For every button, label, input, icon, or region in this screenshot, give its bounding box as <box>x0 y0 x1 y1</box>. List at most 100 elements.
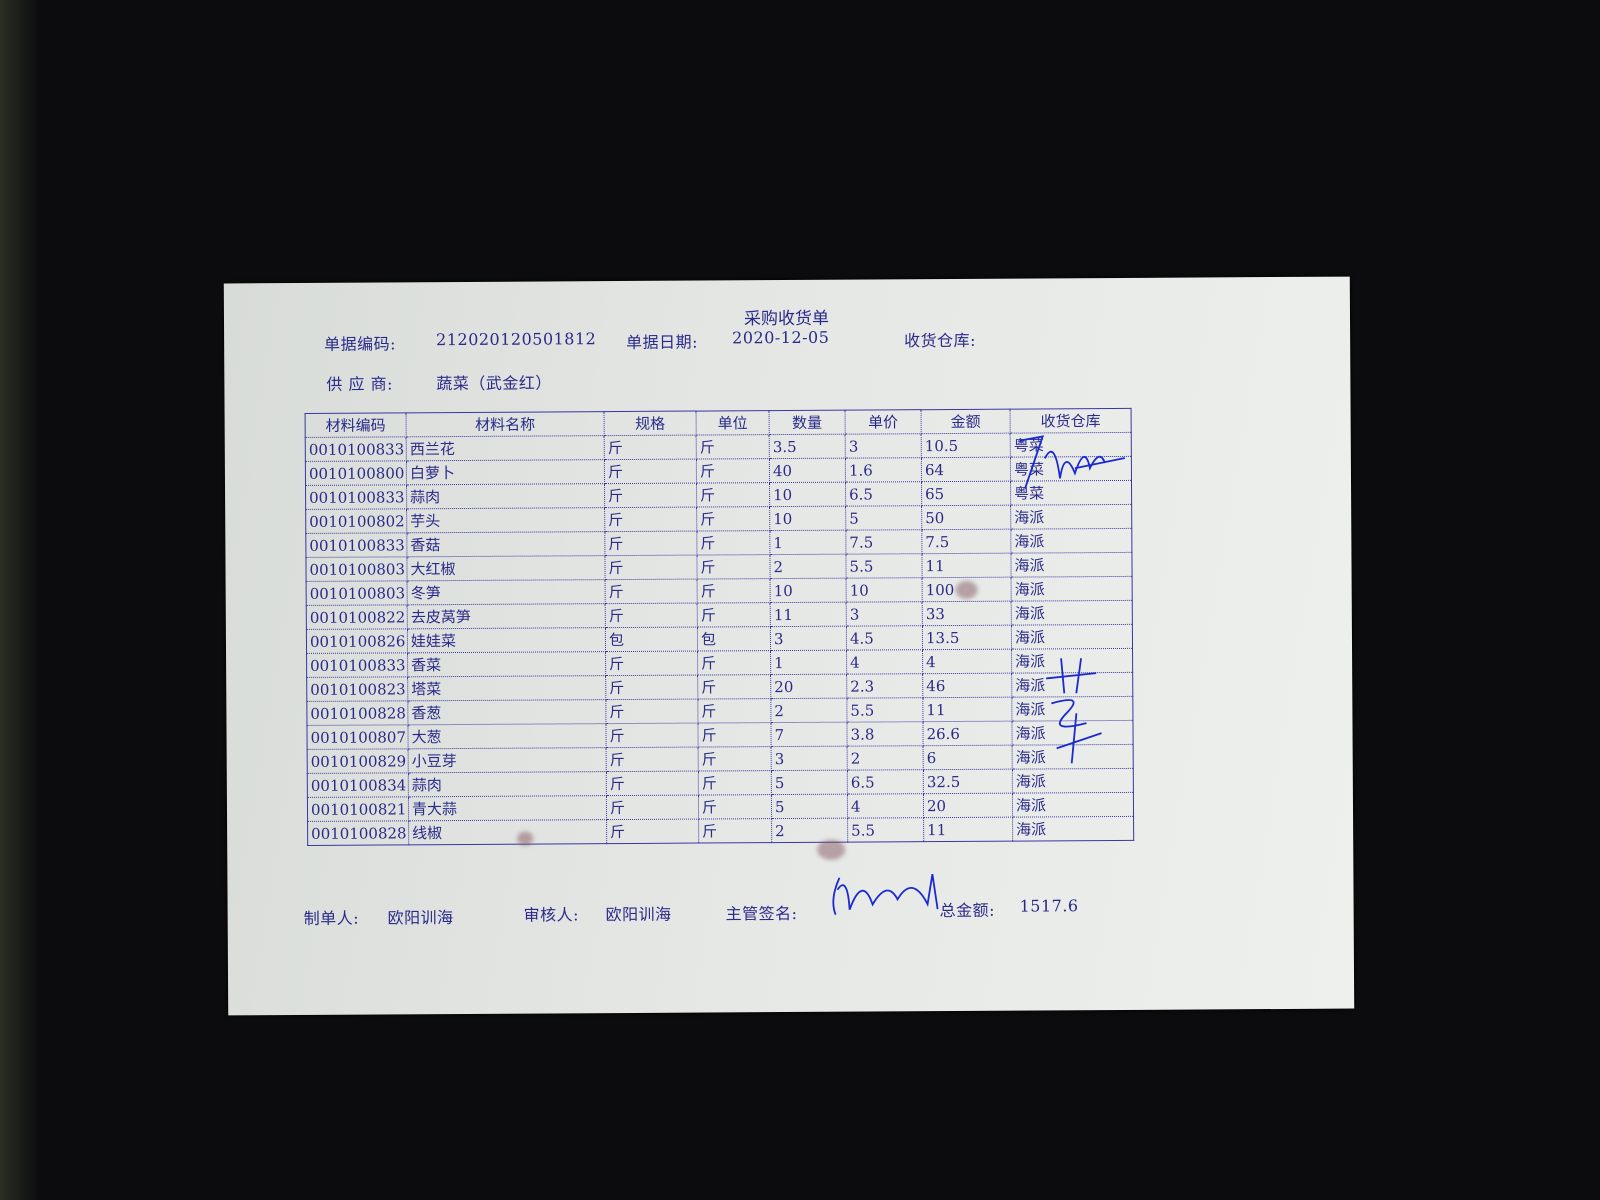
column-header: 单位 <box>696 410 770 436</box>
stain <box>817 839 846 860</box>
table-cell: 11 <box>770 602 847 627</box>
doc-no-label: 单据编码: <box>324 334 397 354</box>
supervisor-signature <box>832 873 939 916</box>
table-cell: 包 <box>605 627 698 652</box>
table-cell: 0010100802 <box>305 508 407 534</box>
table-cell: 64 <box>921 457 1011 482</box>
table-cell: 小豆芽 <box>408 747 607 773</box>
table-cell: 40 <box>769 458 846 483</box>
table-cell: 斤 <box>605 651 698 676</box>
stain <box>517 831 534 846</box>
table-cell: 0010100833 <box>306 652 408 678</box>
warehouse-label: 收货仓库: <box>904 330 977 351</box>
table-cell: 蒜肉 <box>408 771 607 797</box>
table-cell: 斤 <box>604 531 697 556</box>
background-edge <box>0 0 40 1200</box>
table-cell: 斤 <box>606 819 699 844</box>
table-cell: 2 <box>769 554 847 579</box>
maker: 欧阳训海 <box>387 908 454 928</box>
items-table: 材料编码 材料名称 规格 单位 数量 单价 金额 收货仓库 0010100833 西兰花斤斤 3.… <box>304 407 1135 846</box>
table-cell: 塔菜 <box>407 675 606 701</box>
table-cell: 斤 <box>606 771 699 796</box>
table-cell: 斤 <box>697 602 771 628</box>
table-cell: 西兰花 <box>406 435 605 461</box>
total-label: 总金额: <box>939 900 996 921</box>
doc-date: 2020-12-05 <box>732 327 830 348</box>
table-cell: 3 <box>846 601 923 627</box>
table-cell: 斤 <box>604 459 697 484</box>
table-cell: 2.3 <box>846 673 923 699</box>
maker-label: 制单人: <box>303 908 360 928</box>
table-cell: 斤 <box>605 579 698 604</box>
table-cell: 6.5 <box>847 769 924 795</box>
table-cell: 4 <box>846 649 923 675</box>
supplier: 蔬菜（武金红） <box>436 373 552 394</box>
table-cell: 斤 <box>698 770 772 796</box>
table-cell: 斤 <box>697 578 771 604</box>
table-cell: 0010100822 <box>306 604 408 630</box>
handwritten-signature <box>1046 658 1102 764</box>
table-cell: 大红椒 <box>406 555 606 581</box>
table-cell: 海派 <box>1011 600 1133 626</box>
table-cell: 7.5 <box>921 529 1011 554</box>
table-cell: 斤 <box>605 723 699 748</box>
supervisor-label: 主管签名: <box>725 903 798 924</box>
table-cell: 0010100828 <box>307 820 409 846</box>
table-cell: 冬笋 <box>407 579 606 605</box>
table-cell: 4.5 <box>846 625 923 651</box>
table-cell: 11 <box>921 553 1012 578</box>
table-cell: 蒜肉 <box>406 483 605 509</box>
table-cell: 10.5 <box>921 433 1011 458</box>
table-cell: 海派 <box>1012 792 1134 818</box>
table-cell: 海派 <box>1011 624 1133 650</box>
supplier-label: 供 应 商: <box>326 374 394 394</box>
table-cell: 26.6 <box>922 721 1013 746</box>
table-cell: 斤 <box>698 818 772 844</box>
table-cell: 斤 <box>605 699 698 724</box>
table-cell: 3 <box>771 746 848 771</box>
table-cell: 33 <box>922 601 1012 626</box>
table-cell: 0010100834 <box>307 772 409 798</box>
table-cell: 0010100826 <box>306 628 408 654</box>
table-cell: 海派 <box>1010 552 1133 578</box>
table-cell: 斤 <box>697 698 771 724</box>
table-cell: 0010100821 <box>307 796 409 822</box>
table-cell: 线椒 <box>408 819 607 845</box>
table-cell: 斤 <box>604 435 697 460</box>
table-cell: 11 <box>922 697 1012 722</box>
table-cell: 斤 <box>605 675 698 700</box>
table-cell: 香葱 <box>407 699 606 725</box>
column-header: 金额 <box>921 409 1011 434</box>
table-cell: 去皮莴笋 <box>407 603 606 629</box>
column-header: 数量 <box>769 410 846 435</box>
table-cell: 海派 <box>1012 816 1134 842</box>
table-cell: 斤 <box>698 746 772 772</box>
table-cell: 斤 <box>606 795 699 820</box>
table-cell: 斤 <box>697 674 771 700</box>
table-cell: 4 <box>922 649 1012 674</box>
table-cell: 5 <box>845 505 922 531</box>
document-title: 采购收货单 <box>743 308 830 330</box>
table-cell: 10 <box>846 577 923 603</box>
column-header: 单价 <box>845 409 922 435</box>
table-cell: 5 <box>771 794 848 819</box>
table-cell: 斤 <box>696 434 770 460</box>
table-cell: 0010100828 <box>306 700 408 726</box>
table-cell: 0010100803 <box>305 556 408 582</box>
table-row: 0010100828 线椒斤斤 2 5.5 11 海派 <box>307 816 1134 846</box>
table-cell: 斤 <box>696 506 770 532</box>
table-cell: 0010100833 <box>305 532 407 558</box>
column-header: 材料名称 <box>406 411 605 437</box>
table-cell: 斤 <box>604 507 697 532</box>
table-cell: 斤 <box>606 747 699 772</box>
table-cell: 白萝卜 <box>406 459 605 485</box>
table-cell: 5.5 <box>845 553 923 579</box>
table-cell: 斤 <box>604 555 698 580</box>
table-cell: 3.8 <box>846 721 924 747</box>
table-cell: 0010100803 <box>306 580 408 606</box>
table-cell: 20 <box>770 674 847 699</box>
table-cell: 46 <box>922 673 1012 698</box>
table-cell: 10 <box>769 482 846 507</box>
table-cell: 香菇 <box>406 531 605 557</box>
table-cell: 0010100823 <box>306 676 408 702</box>
